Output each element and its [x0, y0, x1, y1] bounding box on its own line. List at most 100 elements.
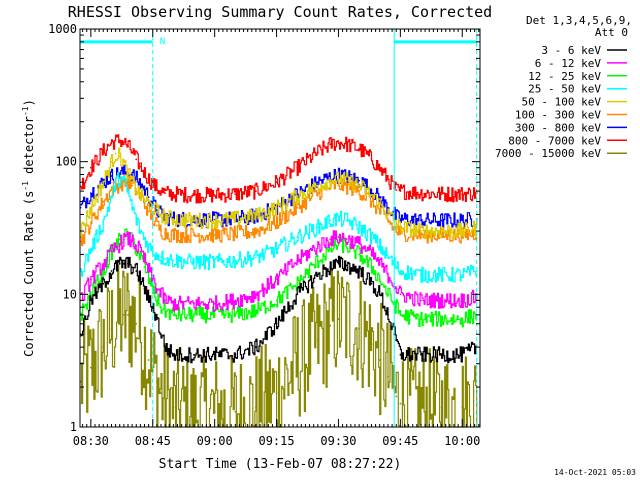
data-point	[213, 411, 216, 413]
legend-label: 100 - 300 keV	[515, 109, 601, 122]
data-point	[461, 193, 464, 196]
data-point	[370, 253, 373, 256]
data-point	[127, 173, 129, 176]
data-point	[329, 175, 332, 178]
data-point	[345, 264, 348, 267]
data-point	[90, 166, 92, 169]
data-point	[337, 178, 340, 180]
data-point	[172, 193, 175, 196]
chart-title: RHESSI Observing Summary Count Rates, Co…	[68, 3, 492, 21]
y-axis-label: Corrected Count Rate (s-1 detector-1)	[21, 99, 36, 357]
data-point	[420, 353, 422, 356]
legend-item: 300 - 800 keV	[515, 121, 627, 134]
axes-layer: 08:30 08:45 09:00 09:15 09:30 09:45 10:00 1 10 10…	[48, 22, 480, 448]
data-point	[399, 353, 402, 356]
data-point	[316, 339, 319, 342]
data-point	[127, 192, 129, 195]
data-point	[110, 250, 113, 253]
legend-item: 100 - 300 keV	[515, 109, 627, 122]
data-point	[114, 152, 117, 155]
data-point	[90, 293, 92, 296]
data-point	[156, 253, 158, 256]
data-point	[358, 184, 360, 187]
data-point	[420, 192, 422, 195]
data-point	[135, 245, 138, 248]
data-point	[213, 194, 216, 197]
data-point	[102, 200, 105, 203]
series-line	[80, 134, 478, 204]
series-line	[80, 228, 478, 328]
legend-header-line2: Att 0	[595, 26, 628, 39]
data-point	[172, 353, 175, 356]
data-point	[164, 258, 167, 260]
data-point	[193, 234, 195, 236]
data-point	[345, 143, 348, 146]
data-point	[139, 194, 142, 197]
data-point	[387, 314, 389, 316]
data-point	[160, 392, 162, 394]
data-point	[131, 181, 134, 184]
data-point	[420, 406, 422, 409]
data-point	[90, 278, 92, 281]
data-point	[316, 274, 319, 276]
data-point	[329, 238, 332, 241]
y-axis-label-sup1: -1	[21, 181, 30, 191]
data-point	[127, 145, 129, 148]
data-point	[156, 380, 158, 383]
data-point	[255, 215, 257, 217]
data-point	[378, 168, 381, 170]
data-point	[337, 236, 340, 239]
data-point	[420, 299, 422, 302]
data-point	[358, 226, 360, 229]
y-axis-label-end: )	[22, 99, 36, 106]
data-point	[213, 353, 216, 356]
x-tick-label: 08:45	[135, 434, 171, 448]
y-axis-label-base: Corrected Count Rate (s	[22, 191, 36, 357]
data-point	[172, 218, 175, 220]
data-point	[135, 178, 138, 180]
data-point	[123, 171, 125, 174]
data-point	[110, 175, 113, 177]
data-point	[156, 209, 158, 212]
data-point	[440, 193, 443, 196]
y-tick-label: 100	[55, 155, 77, 169]
data-point	[316, 259, 319, 262]
x-tick-label: 10:00	[444, 434, 480, 448]
data-point	[329, 248, 332, 250]
data-point	[127, 238, 129, 241]
x-tick-label: 09:00	[197, 434, 233, 448]
data-point	[123, 141, 125, 144]
data-point	[395, 287, 398, 290]
data-point	[461, 219, 464, 222]
data-point	[378, 293, 381, 296]
data-point	[118, 238, 121, 241]
data-point	[123, 314, 125, 316]
data-point	[147, 359, 150, 361]
data-point	[234, 218, 237, 220]
legend-label: 3 - 6 keV	[541, 44, 601, 57]
y-axis-label-sup2: -1	[21, 106, 30, 116]
data-point	[399, 314, 402, 316]
data-point	[151, 306, 154, 309]
data-point	[234, 353, 237, 356]
data-point	[275, 322, 278, 325]
data-point	[275, 299, 278, 302]
series-line	[80, 172, 478, 284]
data-point	[378, 203, 381, 205]
data-point	[370, 200, 373, 203]
data-point	[461, 406, 464, 409]
data-point	[296, 259, 299, 262]
footer-timestamp: 14-Oct-2021 05:03	[554, 468, 636, 477]
y-tick-label: 1000	[48, 22, 77, 36]
data-point	[139, 256, 142, 259]
data-point	[213, 219, 216, 222]
data-point	[387, 206, 389, 209]
data-point	[102, 221, 105, 224]
data-point	[164, 232, 167, 234]
data-point	[139, 333, 142, 336]
data-point	[387, 219, 389, 222]
data-point	[147, 278, 150, 281]
data-point	[151, 250, 154, 253]
data-point	[370, 236, 373, 239]
data-point	[316, 184, 319, 187]
